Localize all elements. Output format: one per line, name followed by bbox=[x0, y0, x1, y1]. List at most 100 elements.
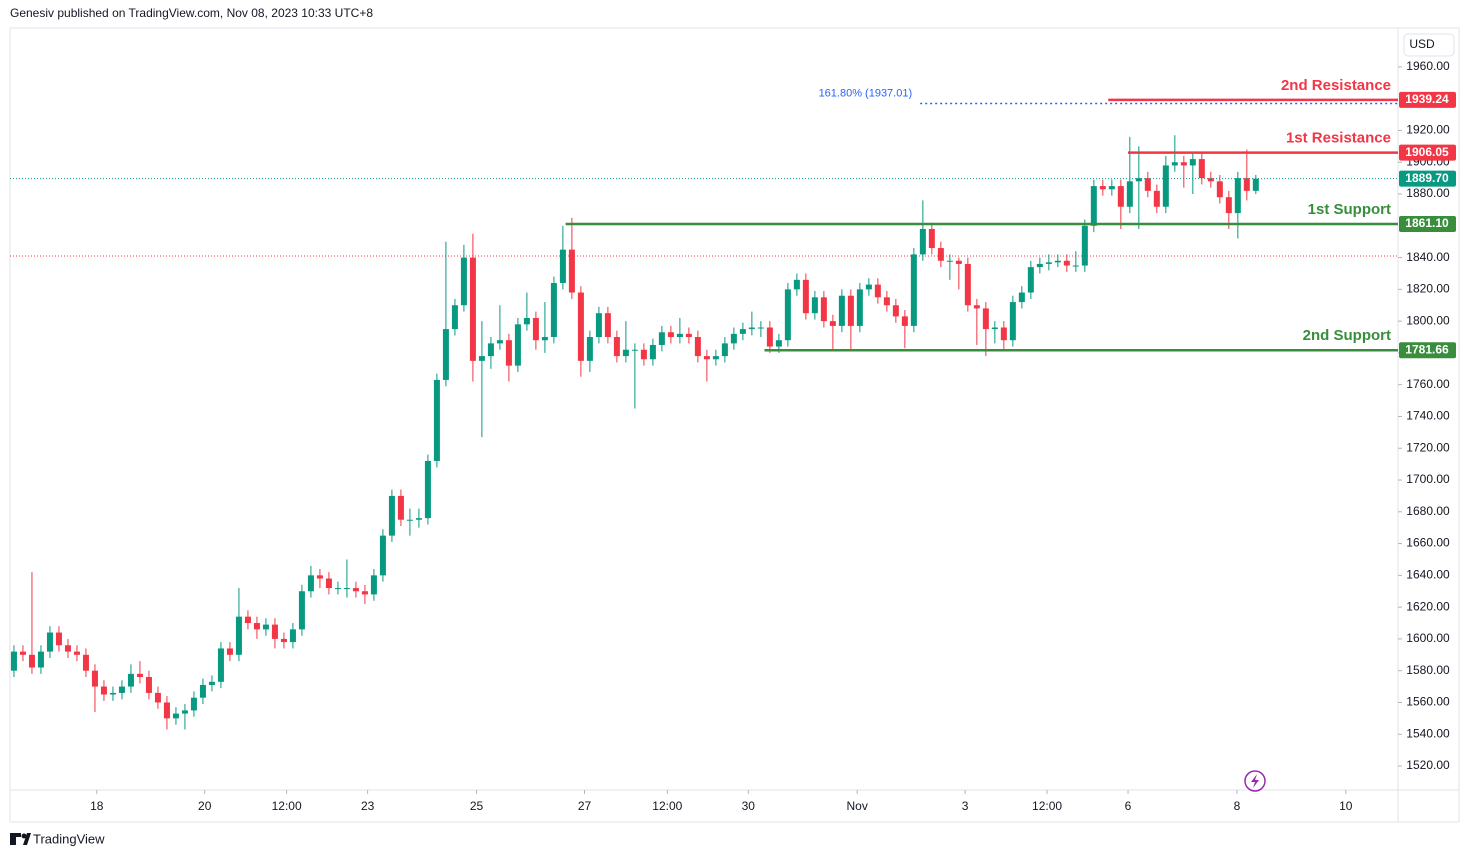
candle-body bbox=[316, 575, 323, 579]
x-tick-label: 23 bbox=[361, 799, 375, 813]
candle-body bbox=[496, 340, 503, 344]
candle-body bbox=[64, 645, 71, 652]
candle-body bbox=[1036, 263, 1043, 268]
candle-body bbox=[136, 673, 143, 678]
candle-body bbox=[964, 263, 971, 306]
candle-body bbox=[1180, 162, 1187, 166]
y-tick-label: 1600.00 bbox=[1406, 631, 1450, 645]
candle-body bbox=[658, 332, 665, 345]
candle-body bbox=[1018, 292, 1025, 303]
candle-body bbox=[739, 329, 746, 334]
candle-body bbox=[1000, 327, 1007, 341]
candle-body bbox=[1063, 260, 1070, 266]
candle-body bbox=[640, 349, 647, 360]
candle-body bbox=[379, 535, 386, 576]
candle-body bbox=[892, 305, 899, 317]
candle-body bbox=[514, 324, 521, 366]
candle-body bbox=[1117, 186, 1124, 207]
candle-body bbox=[532, 317, 539, 341]
candle-body bbox=[469, 257, 476, 361]
y-tick-label: 1700.00 bbox=[1406, 472, 1450, 486]
level-price: 1906.05 bbox=[1405, 145, 1449, 159]
candle-body bbox=[1126, 181, 1133, 207]
candle-body bbox=[766, 327, 773, 347]
y-tick-label: 1620.00 bbox=[1406, 599, 1450, 613]
candle-body bbox=[181, 710, 188, 714]
x-tick-label: 3 bbox=[962, 799, 969, 813]
candle-body bbox=[190, 697, 197, 711]
candle-body bbox=[199, 684, 206, 698]
candle-body bbox=[361, 591, 368, 595]
y-tick-label: 1580.00 bbox=[1406, 663, 1450, 677]
candle-body bbox=[631, 349, 638, 351]
level-price: 1861.10 bbox=[1405, 216, 1449, 230]
candle-body bbox=[145, 677, 152, 693]
candle-body bbox=[343, 588, 350, 590]
candle-body bbox=[838, 295, 845, 326]
candle-body bbox=[244, 616, 251, 624]
last-price-badge bbox=[1399, 170, 1456, 187]
candle-body bbox=[937, 248, 944, 261]
brand: TradingView bbox=[33, 831, 105, 846]
candle-body bbox=[280, 638, 287, 643]
y-tick-label: 1960.00 bbox=[1406, 59, 1450, 73]
candle-body bbox=[226, 648, 233, 655]
x-tick-label: 20 bbox=[198, 799, 212, 813]
candle-body bbox=[910, 254, 917, 326]
y-tick-label: 1540.00 bbox=[1406, 726, 1450, 740]
candle-body bbox=[748, 327, 755, 330]
candle-body bbox=[271, 624, 278, 639]
candle-body bbox=[712, 356, 719, 360]
candle-body bbox=[604, 313, 611, 338]
candle-body bbox=[1153, 190, 1160, 207]
level-price: 1939.24 bbox=[1405, 92, 1449, 106]
candle-body bbox=[208, 681, 215, 685]
candle-body bbox=[523, 317, 530, 325]
candle-body bbox=[262, 624, 269, 630]
currency-box[interactable] bbox=[1403, 33, 1455, 57]
candle-body bbox=[1054, 260, 1061, 263]
candle-body bbox=[982, 308, 989, 330]
y-tick-label: 1720.00 bbox=[1406, 440, 1450, 454]
candle-body bbox=[946, 260, 953, 262]
candle-body bbox=[1009, 302, 1016, 341]
candle-body bbox=[388, 495, 395, 536]
y-tick-label: 1520.00 bbox=[1406, 758, 1450, 772]
candle-body bbox=[721, 343, 728, 357]
candle-body bbox=[1144, 178, 1151, 191]
candle-body bbox=[415, 518, 422, 520]
candle-body bbox=[19, 651, 26, 655]
candle-body bbox=[820, 297, 827, 322]
x-tick-label: 27 bbox=[578, 799, 592, 813]
y-tick-label: 1820.00 bbox=[1406, 282, 1450, 296]
candle-body bbox=[370, 575, 377, 595]
candle-body bbox=[811, 297, 818, 314]
level-badge bbox=[1399, 91, 1456, 108]
fib-label: 161.80% (1937.01) bbox=[819, 87, 913, 99]
candle-body bbox=[289, 629, 296, 643]
y-tick-label: 1800.00 bbox=[1406, 313, 1450, 327]
candle-body bbox=[334, 588, 341, 590]
candle-body bbox=[1225, 197, 1232, 214]
candle-body bbox=[793, 279, 800, 290]
candle-body bbox=[1081, 225, 1088, 266]
candle-body bbox=[802, 279, 809, 314]
candle-body bbox=[460, 257, 467, 306]
candle-body bbox=[865, 284, 872, 290]
candle-body bbox=[919, 228, 926, 255]
candle-body bbox=[1162, 165, 1169, 207]
candle-body bbox=[451, 305, 458, 330]
candle-body bbox=[550, 283, 557, 338]
candle-body bbox=[874, 284, 881, 298]
level-name: 1st Support bbox=[1308, 201, 1391, 218]
candle-body bbox=[1090, 186, 1097, 226]
y-tick-label: 1560.00 bbox=[1406, 695, 1450, 709]
candle-body bbox=[46, 632, 53, 652]
candle-body bbox=[235, 616, 242, 655]
candle-body bbox=[10, 651, 17, 671]
lightning-icon[interactable] bbox=[1244, 770, 1266, 792]
candle-body bbox=[442, 329, 449, 380]
x-tick-label: 30 bbox=[742, 799, 756, 813]
x-tick-label: 12:00 bbox=[652, 799, 682, 813]
